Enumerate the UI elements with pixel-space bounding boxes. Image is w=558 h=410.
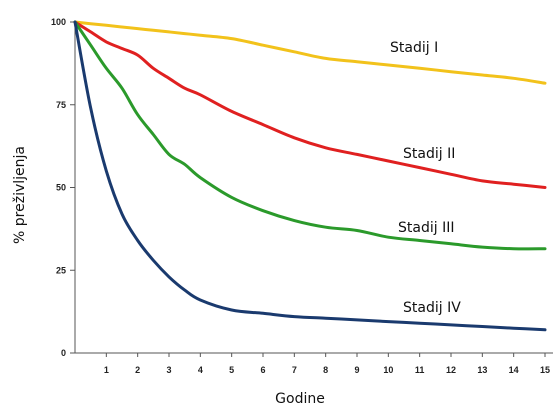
y-axis: 0 25 50 75 100 (51, 17, 76, 358)
x-tick-label: 6 (260, 365, 265, 375)
x-tick-label: 5 (229, 365, 234, 375)
series-line-2 (73, 20, 547, 189)
series-line-4 (73, 20, 547, 332)
y-tick-label: 100 (51, 17, 66, 27)
x-tick-label: 12 (446, 365, 456, 375)
x-tick-label: 11 (415, 365, 425, 375)
x-tick-label: 3 (166, 365, 171, 375)
x-tick-label: 9 (354, 365, 359, 375)
y-tick-label: 75 (56, 100, 66, 110)
x-tick-label: 10 (383, 365, 393, 375)
x-tick-label: 13 (477, 365, 487, 375)
x-tick-label: 2 (135, 365, 140, 375)
series-labels: Stadij I Stadij II Stadij III Stadij IV (390, 40, 461, 316)
x-tick-label: 8 (323, 365, 328, 375)
y-tick-label: 50 (56, 183, 66, 193)
x-tick-label: 15 (540, 365, 550, 375)
series-group (73, 20, 547, 332)
series-label-1: Stadij I (390, 40, 438, 56)
x-axis: 1 2 3 4 5 6 7 8 9 10 11 12 13 14 15 (75, 352, 553, 375)
x-axis-title: Godine (275, 391, 325, 407)
series-label-4: Stadij IV (403, 300, 461, 316)
series-label-3: Stadij III (398, 220, 454, 236)
y-tick-label: 25 (56, 265, 66, 275)
y-tick-label: 0 (61, 348, 66, 358)
x-tick-label: 4 (198, 365, 203, 375)
x-tick-label: 1 (104, 365, 109, 375)
y-axis-title: % preživljenja (12, 146, 28, 244)
series-label-2: Stadij II (403, 146, 455, 162)
series-line-3 (73, 20, 547, 251)
series-line-1 (73, 20, 547, 85)
x-tick-label: 7 (292, 365, 297, 375)
x-tick-label: 14 (509, 365, 519, 375)
